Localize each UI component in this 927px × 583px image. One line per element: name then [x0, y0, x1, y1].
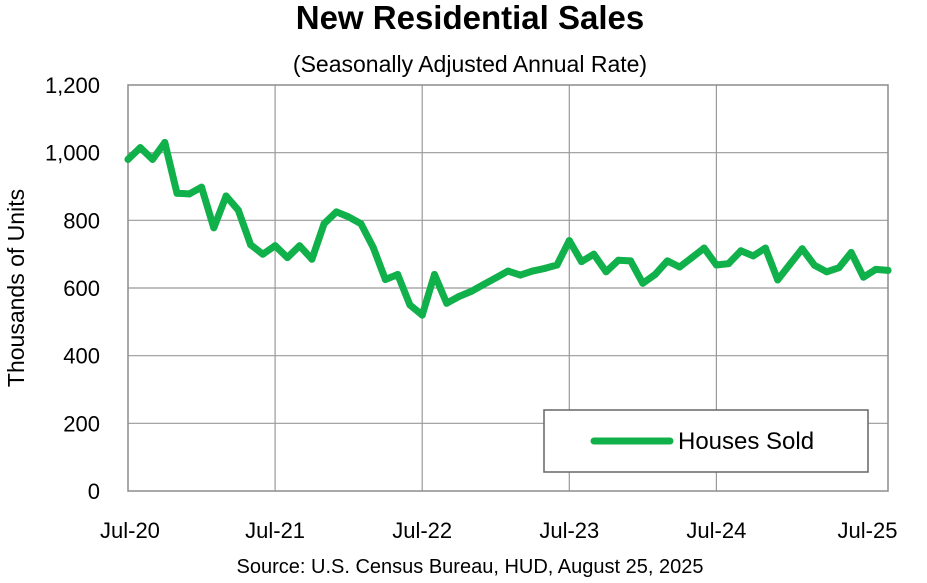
data-point — [884, 266, 892, 274]
legend: Houses Sold — [543, 409, 869, 473]
y-tick-label: 600 — [63, 276, 100, 301]
data-point — [541, 264, 549, 272]
data-point — [234, 206, 242, 214]
data-point — [479, 281, 487, 289]
data-point — [185, 190, 193, 198]
source-note: Source: U.S. Census Bureau, HUD, August … — [237, 556, 704, 578]
data-point — [639, 279, 647, 287]
x-axis-ticks: Jul-20 Jul-21 Jul-22 Jul-23 Jul-24 Jul-25 — [100, 518, 897, 543]
data-point — [700, 244, 708, 252]
data-point — [492, 274, 500, 282]
x-tick-label: Jul-20 — [100, 518, 160, 543]
data-point — [259, 250, 267, 258]
data-point — [651, 270, 659, 278]
data-point — [161, 139, 169, 147]
data-point — [430, 270, 438, 278]
data-point — [810, 261, 818, 269]
data-point — [859, 273, 867, 281]
data-point — [663, 257, 671, 265]
chart-subtitle: (Seasonally Adjusted Annual Rate) — [293, 51, 647, 77]
data-point — [847, 248, 855, 256]
data-point — [149, 155, 157, 163]
y-tick-label: 400 — [63, 344, 100, 369]
data-point — [381, 276, 389, 284]
data-point — [467, 287, 475, 295]
data-point — [198, 183, 206, 191]
data-point — [296, 242, 304, 250]
y-axis-ticks: 0 200 400 600 800 1,000 1,200 — [45, 73, 100, 504]
x-tick-label: Jul-21 — [245, 518, 305, 543]
data-point — [749, 252, 757, 260]
data-point — [529, 267, 537, 275]
data-point — [222, 192, 230, 200]
data-point — [173, 189, 181, 197]
data-point — [247, 241, 255, 249]
data-point — [578, 258, 586, 266]
data-point — [271, 242, 279, 250]
data-point — [565, 237, 573, 245]
y-tick-label: 200 — [63, 411, 100, 436]
data-point — [835, 264, 843, 272]
legend-label-houses-sold: Houses Sold — [678, 428, 814, 455]
legend-box — [543, 409, 869, 473]
y-tick-label: 0 — [88, 479, 100, 504]
data-point — [627, 257, 635, 265]
y-tick-label: 1,200 — [45, 73, 100, 98]
data-point — [504, 267, 512, 275]
data-point — [406, 301, 414, 309]
data-point — [602, 268, 610, 276]
data-point — [823, 268, 831, 276]
data-point — [786, 260, 794, 268]
data-point — [688, 254, 696, 262]
data-point — [443, 299, 451, 307]
data-point — [320, 220, 328, 228]
series-line-houses-sold — [124, 139, 892, 319]
data-point — [136, 144, 144, 152]
x-tick-label: Jul-23 — [539, 518, 599, 543]
data-point — [737, 247, 745, 255]
data-point — [124, 155, 132, 163]
data-point — [394, 270, 402, 278]
chart-title: New Residential Sales — [296, 0, 644, 36]
y-axis-label: Thousands of Units — [3, 189, 29, 387]
data-point — [357, 220, 365, 228]
data-point — [725, 260, 733, 268]
data-point — [614, 256, 622, 264]
x-tick-label: Jul-25 — [838, 518, 898, 543]
data-point — [712, 261, 720, 269]
data-point — [455, 292, 463, 300]
data-point — [590, 250, 598, 258]
data-point — [761, 244, 769, 252]
data-point — [308, 255, 316, 263]
x-tick-label: Jul-22 — [392, 518, 452, 543]
data-point — [676, 263, 684, 271]
data-point — [516, 271, 524, 279]
y-tick-label: 1,000 — [45, 141, 100, 166]
data-point — [872, 265, 880, 273]
data-point — [774, 276, 782, 284]
x-tick-label: Jul-24 — [686, 518, 746, 543]
data-point — [210, 224, 218, 232]
data-point — [369, 243, 377, 251]
y-tick-label: 800 — [63, 208, 100, 233]
data-point — [283, 254, 291, 262]
data-point — [332, 208, 340, 216]
data-point — [553, 261, 561, 269]
data-point — [798, 245, 806, 253]
data-point — [418, 311, 426, 319]
gridlines — [128, 85, 888, 491]
data-point — [345, 213, 353, 221]
series-layer — [124, 139, 892, 319]
plot-area-border — [127, 84, 889, 492]
